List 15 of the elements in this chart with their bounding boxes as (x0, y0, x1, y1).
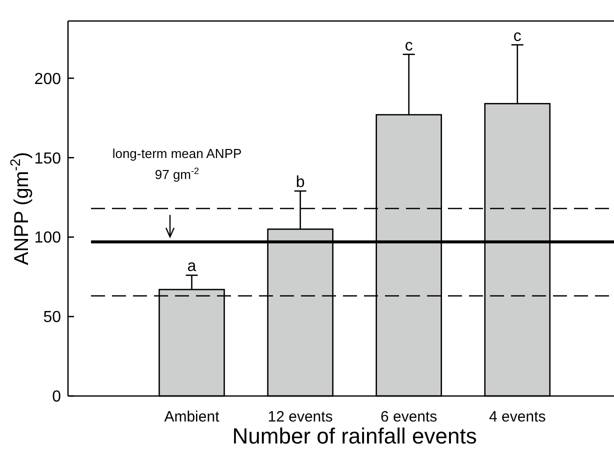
annotation: c (404, 37, 413, 54)
ref-line-label: long-term mean ANPP 97 gm$^{-2}$ (112, 146, 242, 182)
x-tick-label: 4 events (489, 408, 546, 426)
x-tick-label: 6 events (380, 408, 438, 426)
annotation: a (187, 258, 196, 276)
x-tick-label: Ambient (164, 408, 220, 426)
annotation: c (513, 28, 522, 45)
y-tick-label: 200 (34, 70, 62, 88)
y-tick-label: 150 (34, 150, 62, 168)
y-tick-label: 50 (43, 309, 62, 326)
annotation: b (296, 174, 305, 192)
x-tick-label: 12 events (268, 408, 333, 426)
x-axis-title: Number of rainfall events (232, 424, 477, 449)
y-tick-label: 0 (52, 388, 62, 406)
y-tick-label: 100 (34, 230, 62, 247)
